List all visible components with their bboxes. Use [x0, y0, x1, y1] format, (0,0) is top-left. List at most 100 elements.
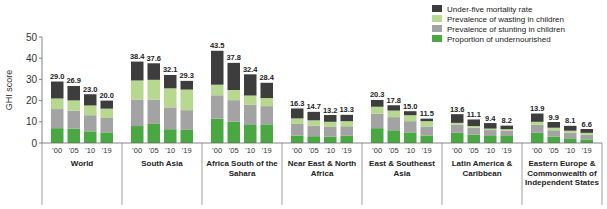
total-label: 32.4	[243, 65, 258, 74]
bar-segment	[531, 125, 544, 133]
group-separator	[122, 143, 123, 205]
x-tick-label: '19	[582, 146, 592, 155]
bar-segment	[101, 101, 114, 109]
x-tick-label: '10	[245, 146, 255, 155]
total-label: 26.9	[66, 76, 81, 85]
x-tick-label: '10	[405, 146, 415, 155]
bar-segment	[308, 136, 321, 143]
bar-segment	[181, 90, 194, 111]
group-label: South Asia	[141, 159, 183, 168]
bar-segment	[451, 133, 464, 143]
bar-segment	[84, 105, 97, 115]
bar-segment	[468, 119, 481, 126]
x-tick-label: '05	[149, 146, 159, 155]
total-label: 37.6	[146, 54, 161, 63]
bar-segment	[421, 121, 434, 126]
bar-segment	[148, 124, 161, 143]
x-tick-label: '05	[229, 146, 239, 155]
y-tick-label: 30	[26, 74, 38, 85]
group-label: East & SoutheastAsia	[369, 159, 435, 178]
bar-segment	[581, 135, 594, 140]
total-label: 38.4	[130, 52, 145, 61]
chart: GHI score0102030405029.026.923.020.038.4…	[0, 0, 607, 209]
bar-segment	[548, 128, 561, 131]
total-label: 13.6	[450, 105, 465, 114]
legend-swatch	[432, 5, 442, 12]
total-label: 6.6	[582, 120, 592, 129]
bar-segment	[388, 105, 401, 110]
bar-segment	[564, 133, 577, 139]
x-axis-line	[42, 143, 602, 144]
group-separator	[522, 143, 523, 205]
x-tick-label: '00	[532, 146, 542, 155]
y-tick-label: 10	[26, 116, 38, 127]
x-tick-label: '00	[452, 146, 462, 155]
bar-segment	[68, 100, 81, 110]
y-tick	[39, 37, 42, 38]
bar-segment	[68, 111, 81, 129]
total-label: 29.0	[50, 72, 65, 81]
x-tick-label: '10	[565, 146, 575, 155]
bar-segment	[341, 115, 354, 121]
x-tick-label: '00	[372, 146, 382, 155]
bar-segment	[68, 86, 81, 100]
bar-segment	[564, 138, 577, 143]
group-label: World	[71, 159, 94, 168]
x-tick-label: '00	[52, 146, 62, 155]
bar-segment	[451, 123, 464, 125]
bar-segment	[228, 100, 241, 122]
x-tick-label: '00	[292, 146, 302, 155]
legend-swatch	[432, 35, 442, 42]
bar-segment	[324, 137, 337, 143]
bar-segment	[388, 130, 401, 143]
bar-segment	[84, 115, 97, 131]
bar-segment	[228, 63, 241, 90]
bar-segment	[261, 98, 274, 106]
bar-segment	[244, 105, 257, 125]
y-axis-label: GHI score	[4, 70, 14, 111]
group-label: Latin America &Caribbean	[452, 159, 513, 178]
total-label: 20.0	[99, 91, 114, 100]
bar-segment	[324, 122, 337, 127]
bar-segment	[244, 96, 257, 105]
bar-segment	[51, 82, 64, 99]
bar-segment	[451, 125, 464, 133]
bars	[51, 51, 593, 143]
bar-segment	[548, 122, 561, 128]
bar-segment	[148, 100, 161, 124]
bar-segment	[181, 81, 194, 90]
bar-segment	[308, 112, 321, 120]
total-label: 43.5	[210, 41, 225, 50]
bar-segment	[388, 117, 401, 130]
y-tick	[39, 100, 42, 101]
x-tick-label: '05	[469, 146, 479, 155]
total-label: 23.0	[83, 85, 98, 94]
bar-segment	[531, 114, 544, 122]
bar-segment	[371, 100, 384, 107]
legend-swatch	[432, 15, 442, 22]
bar-segment	[84, 131, 97, 143]
bar-segment	[164, 129, 177, 143]
bar-segment	[501, 131, 514, 136]
bar-segment	[164, 75, 177, 88]
bar-segment	[228, 122, 241, 143]
x-tick-label: '19	[422, 146, 432, 155]
bar-segment	[484, 129, 497, 130]
bar-segment	[501, 129, 514, 130]
bar-segment	[164, 88, 177, 107]
bar-segment	[341, 126, 354, 136]
total-label: 9.9	[549, 113, 559, 122]
x-tick-label: '19	[262, 146, 272, 155]
total-label: 37.8	[226, 53, 241, 62]
bar-segment	[261, 83, 274, 98]
bar-segment	[101, 109, 114, 118]
legend-label: Prevalence of wasting in children	[447, 15, 564, 24]
bar-segment	[131, 100, 144, 127]
group-separator	[282, 143, 283, 205]
bar-segment	[211, 51, 224, 85]
bar-segment	[404, 115, 417, 121]
bar-segment	[581, 139, 594, 143]
bar-segment	[564, 131, 577, 133]
total-label: 11.5	[420, 109, 434, 118]
bar-segment	[211, 85, 224, 96]
